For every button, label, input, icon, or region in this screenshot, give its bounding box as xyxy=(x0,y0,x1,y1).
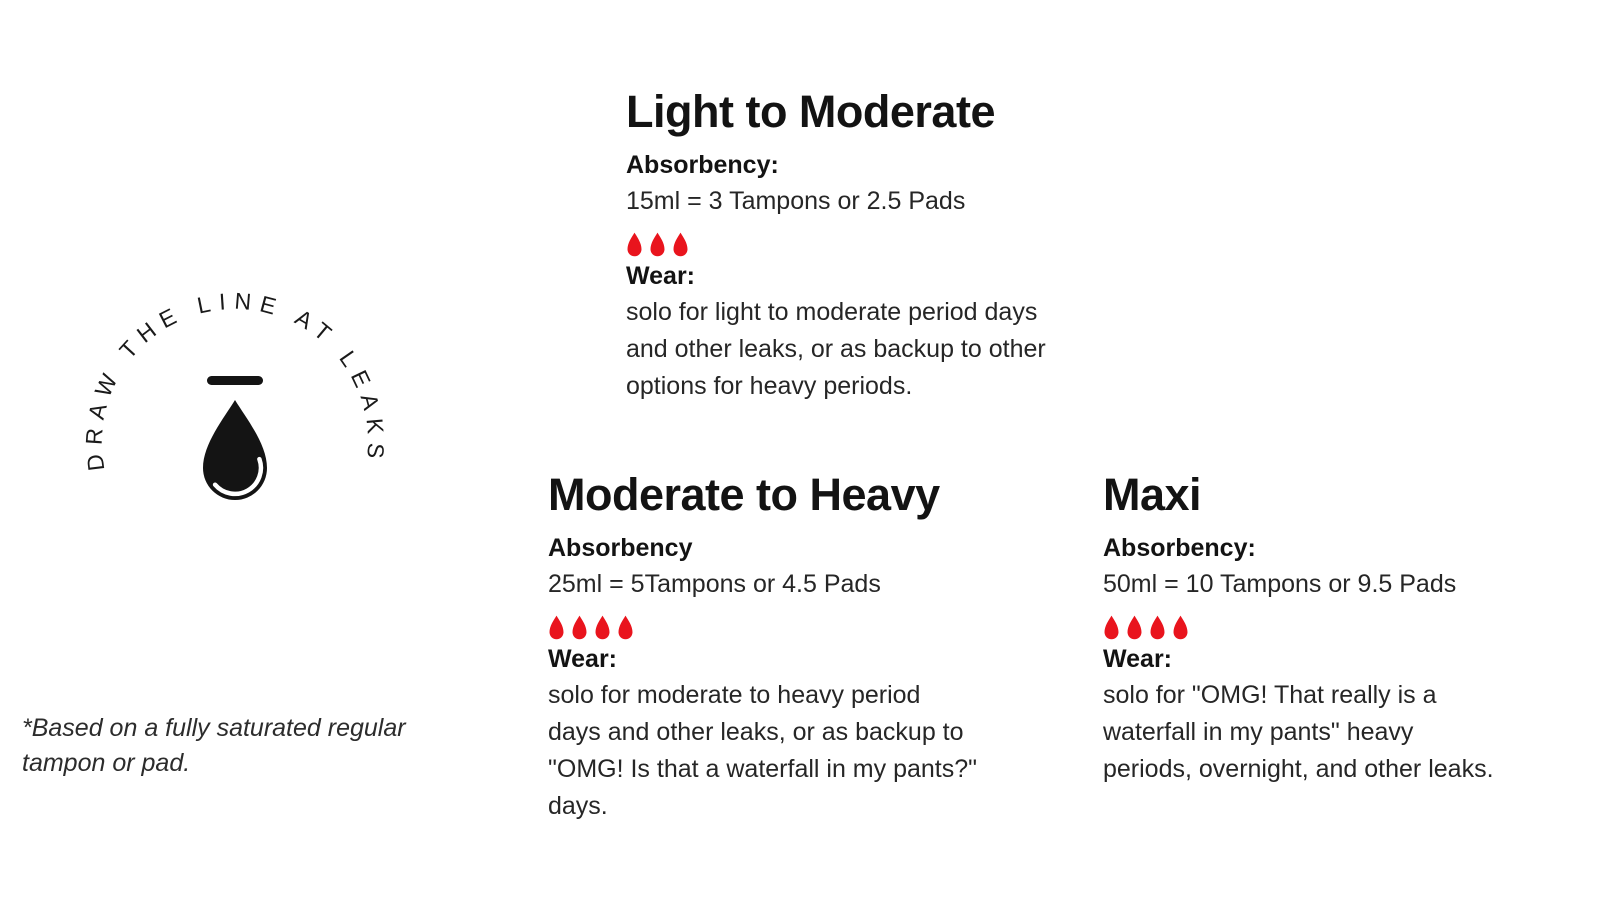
blood-drop-icon xyxy=(1104,615,1119,640)
wear-description: solo for moderate to heavy period days a… xyxy=(548,681,978,820)
blood-drop-icon xyxy=(1127,615,1142,640)
blood-drop-icon xyxy=(1173,615,1188,640)
tier-title: Light to Moderate xyxy=(626,86,995,137)
logo-line-bar xyxy=(207,376,263,385)
logo-graphic: DRAW THE LINE AT LEAKS xyxy=(81,288,382,500)
blood-drop-icon xyxy=(595,615,610,640)
tier-title: Maxi xyxy=(1103,469,1202,520)
blood-drop-icon xyxy=(650,232,665,257)
blood-drop-icon xyxy=(673,232,688,257)
tier-title: Moderate to Heavy xyxy=(548,469,940,520)
blood-drop-icon xyxy=(618,615,633,640)
absorbency-value: 25ml = 5Tampons or 4.5 Pads xyxy=(548,570,881,598)
wear-label: Wear: xyxy=(1103,645,1173,673)
drop-rating xyxy=(1103,615,1578,641)
wear-label: Wear: xyxy=(626,262,696,290)
logo-drop-icon xyxy=(203,400,267,500)
blood-drop-icon xyxy=(572,615,587,640)
wear-description: solo for "OMG! That really is a waterfal… xyxy=(1103,681,1494,783)
absorbency-label: Absorbency: xyxy=(1103,534,1256,562)
tier-section-light-to-moderate: Light to Moderate Absorbency: 15ml = 3 T… xyxy=(626,85,1131,405)
drop-rating xyxy=(548,615,1063,641)
footnote: *Based on a fully saturated regular tamp… xyxy=(22,714,406,777)
blood-drop-icon xyxy=(627,232,642,257)
absorbency-value: 15ml = 3 Tampons or 2.5 Pads xyxy=(626,187,966,215)
brand-logo: DRAW THE LINE AT LEAKS xyxy=(75,272,395,592)
wear-label: Wear: xyxy=(548,645,618,673)
absorbency-label: Absorbency xyxy=(548,534,693,562)
logo-drop-highlight xyxy=(212,456,264,497)
absorbency-value: 50ml = 10 Tampons or 9.5 Pads xyxy=(1103,570,1457,598)
absorbency-label: Absorbency: xyxy=(626,151,779,179)
wear-description: solo for light to moderate period days a… xyxy=(626,298,1046,400)
tier-section-moderate-to-heavy: Moderate to Heavy Absorbency 25ml = 5Tam… xyxy=(548,468,1063,825)
blood-drop-icon xyxy=(549,615,564,640)
drop-rating xyxy=(626,232,1131,258)
tier-section-maxi: Maxi Absorbency: 50ml = 10 Tampons or 9.… xyxy=(1103,468,1578,788)
blood-drop-icon xyxy=(1150,615,1165,640)
